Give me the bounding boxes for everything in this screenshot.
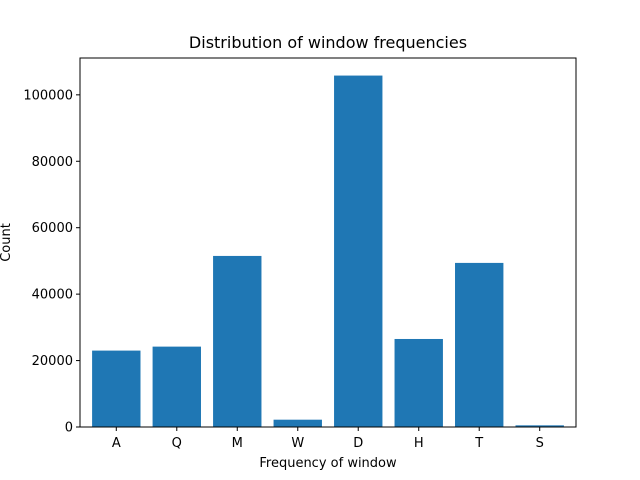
x-tick-label: H (414, 436, 424, 451)
bars-group (92, 75, 564, 427)
y-tick-label: 40000 (32, 288, 73, 303)
x-axis-label: Frequency of window (259, 456, 397, 471)
x-tick-label: W (291, 436, 304, 451)
bar-S (515, 425, 564, 427)
x-tick-label: A (112, 436, 121, 451)
bar-W (273, 419, 322, 427)
y-tick-label: 80000 (32, 155, 73, 170)
bar-H (394, 338, 443, 427)
y-axis: 0 20000 40000 60000 80000 100000 (23, 88, 80, 436)
plot-frame (79, 57, 577, 428)
y-tick-label: 60000 (32, 221, 73, 236)
bar-A (92, 350, 141, 427)
bar-M (213, 255, 262, 427)
x-tick-label: Q (172, 436, 182, 451)
bar-D (334, 75, 383, 427)
y-tick-label: 20000 (32, 354, 73, 369)
x-tick-label: S (536, 436, 544, 451)
x-tick-label: M (232, 436, 243, 451)
x-tick-label: D (353, 436, 363, 451)
y-tick-label: 100000 (23, 88, 73, 103)
y-tick-label: 0 (65, 421, 73, 436)
chart-title: Distribution of window frequencies (189, 33, 467, 52)
y-axis-label: Count (0, 223, 14, 262)
bar-Q (152, 346, 201, 427)
bar-T (455, 262, 504, 427)
x-tick-label: T (474, 436, 483, 451)
